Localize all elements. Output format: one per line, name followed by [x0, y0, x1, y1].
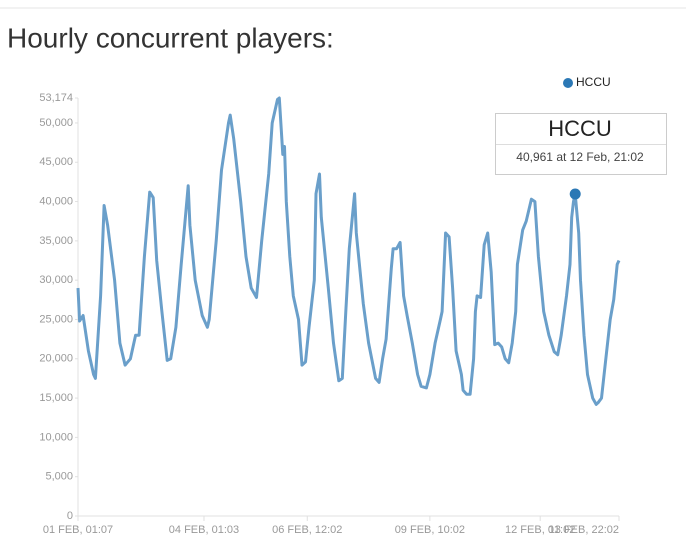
highlight-point	[569, 188, 581, 200]
legend-marker	[563, 78, 573, 88]
tooltip-label: 40,961 at 12 Feb, 21:02	[516, 150, 644, 164]
chart-title: Hourly concurrent players:	[7, 22, 334, 53]
y-tick-label: 10,000	[39, 431, 73, 443]
y-tick-label: 40,000	[39, 195, 73, 207]
tooltip-title: HCCU	[548, 116, 612, 141]
y-tick-label: 35,000	[39, 235, 73, 247]
y-tick-label: 20,000	[39, 353, 73, 365]
y-tick-label: 53,174	[39, 92, 73, 104]
x-tick-label: 12 FEB, 01:02	[505, 524, 575, 536]
y-tick-label: 15,000	[39, 392, 73, 404]
x-tick-label: 01 FEB, 01:07	[43, 524, 113, 536]
x-tick-label: 04 FEB, 01:03	[169, 524, 239, 536]
y-tick-label: 25,000	[39, 313, 73, 325]
y-tick-label: 5,000	[45, 471, 73, 483]
x-tick-label: 06 FEB, 12:02	[272, 524, 342, 536]
legend-label: HCCU	[576, 75, 611, 89]
x-tick-label: 13 FEB, 22:02	[549, 524, 619, 536]
y-tick-label: 30,000	[39, 274, 73, 286]
y-tick-label: 50,000	[39, 117, 73, 129]
x-tick-label: 09 FEB, 10:02	[395, 524, 465, 536]
y-tick-label: 0	[67, 510, 73, 522]
y-tick-label: 45,000	[39, 156, 73, 168]
series-line	[76, 96, 621, 406]
